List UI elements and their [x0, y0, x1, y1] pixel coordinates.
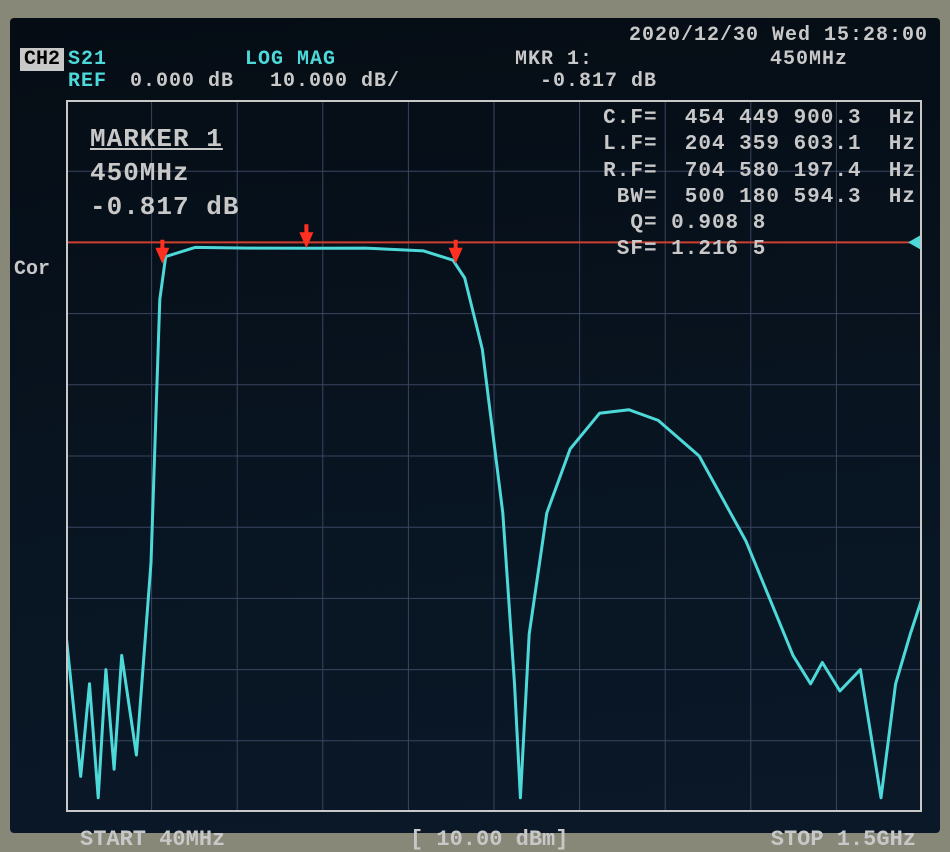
header-bar: CH2 S21 LOG MAG REF 0.000 dB 10.000 dB/ … [10, 48, 940, 98]
marker-arrows [155, 224, 462, 264]
bw-row: C.F= 454 449 900.3 Hz [603, 106, 916, 132]
s-parameter-label: S21 [68, 48, 107, 71]
bw-row: Q= 0.908 8 [603, 211, 916, 237]
marker-overlay-value: -0.817 dB [90, 191, 239, 225]
instrument-screen: 2020/12/30 Wed 15:28:00 CH2 S21 LOG MAG … [10, 18, 940, 833]
marker-value-label: -0.817 dB [540, 70, 657, 93]
bandwidth-readout: C.F= 454 449 900.3 HzL.F= 204 359 603.1 … [603, 106, 916, 264]
scale-value: 10.000 dB/ [270, 70, 400, 93]
format-label: LOG MAG [245, 48, 336, 71]
channel-badge: CH2 [20, 48, 64, 71]
bw-row: L.F= 204 359 603.1 Hz [603, 132, 916, 158]
ref-value: 0.000 dB [130, 70, 234, 93]
bw-row: R.F= 704 580 197.4 Hz [603, 159, 916, 185]
datetime-label: 2020/12/30 Wed 15:28:00 [629, 24, 928, 47]
bw-row: SF= 1.216 5 [603, 237, 916, 263]
marker-readout-overlay: MARKER 1 450MHz -0.817 dB [90, 123, 239, 224]
marker-label: MKR 1: [515, 48, 593, 71]
marker-overlay-freq: 450MHz [90, 157, 239, 191]
bw-row: BW= 500 180 594.3 Hz [603, 185, 916, 211]
marker-freq-label: 450MHz [770, 48, 848, 71]
marker-overlay-title: MARKER 1 [90, 123, 239, 157]
correction-label: Cor [14, 258, 50, 281]
ref-label: REF [68, 70, 107, 93]
